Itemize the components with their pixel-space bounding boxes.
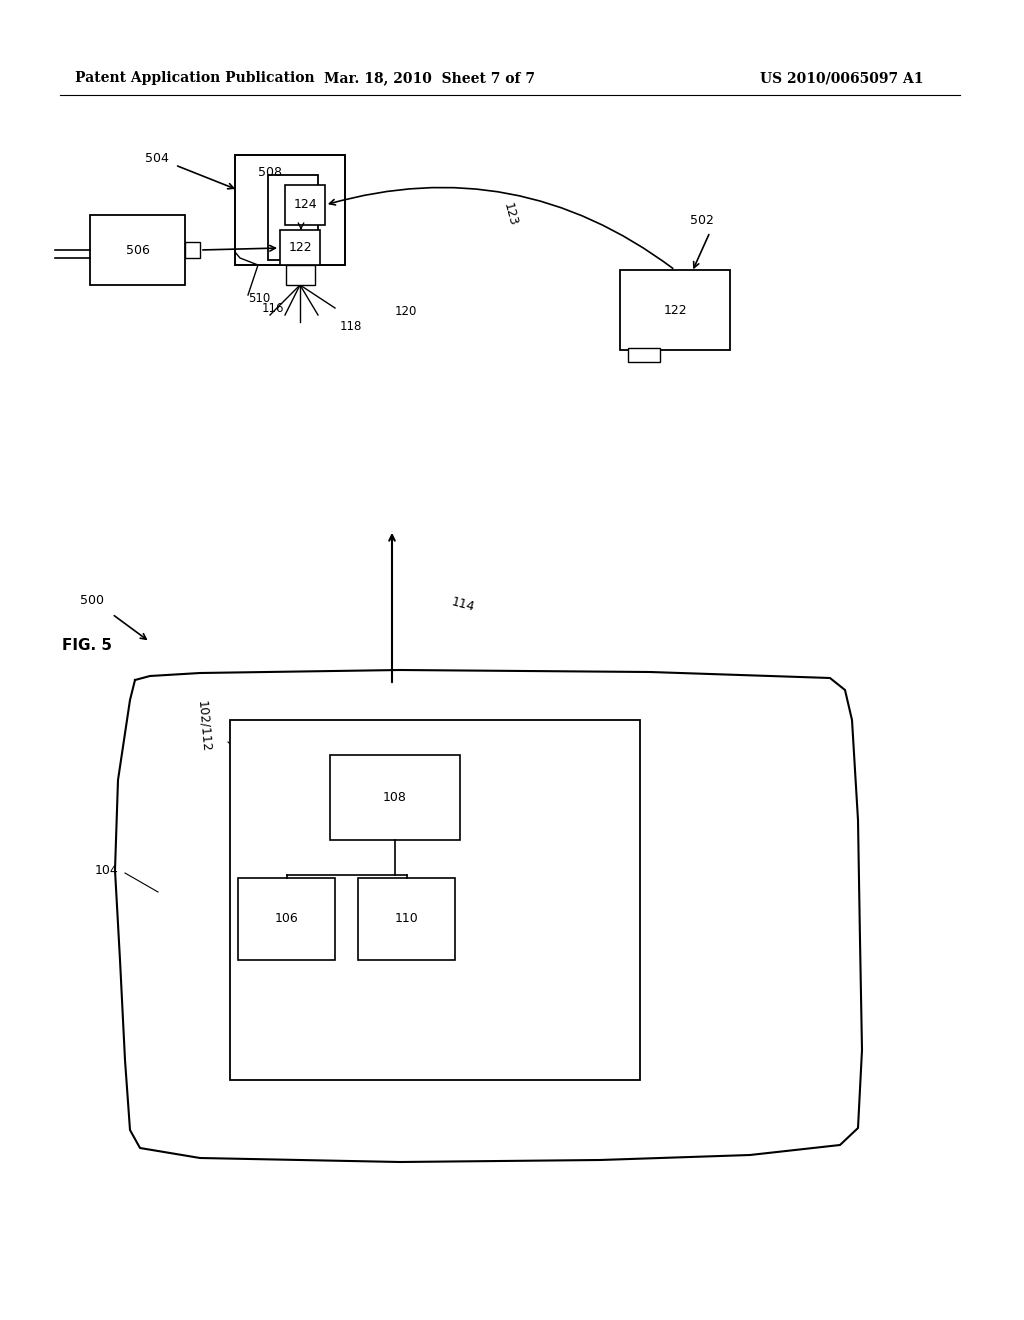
Text: 104: 104 (95, 863, 119, 876)
Bar (280, 230, 319, 265)
Bar (234, 154, 345, 265)
Text: Patent Application Publication: Patent Application Publication (75, 71, 314, 84)
Text: 120: 120 (395, 305, 418, 318)
Text: 123: 123 (501, 202, 519, 228)
Polygon shape (115, 671, 862, 1162)
Bar (238, 878, 335, 960)
Bar (268, 176, 318, 260)
Text: 506: 506 (126, 243, 150, 256)
Text: 122: 122 (288, 242, 312, 253)
Text: 102/112: 102/112 (195, 700, 212, 752)
Bar (620, 271, 730, 350)
Bar (230, 719, 640, 1080)
Text: 502: 502 (690, 214, 714, 227)
Bar (185, 242, 200, 257)
Bar (285, 185, 325, 224)
Text: 114: 114 (450, 595, 476, 614)
Text: 116: 116 (262, 302, 285, 315)
Text: 108: 108 (383, 791, 407, 804)
Bar (358, 878, 455, 960)
Text: FIG. 5: FIG. 5 (62, 638, 112, 652)
Text: 122: 122 (664, 304, 687, 317)
Text: 510: 510 (248, 292, 270, 305)
Text: 508: 508 (258, 165, 282, 178)
Text: 118: 118 (340, 319, 362, 333)
Bar (628, 348, 660, 362)
Bar (286, 265, 315, 285)
Bar (90, 215, 185, 285)
Text: 124: 124 (293, 198, 316, 211)
Text: 106: 106 (274, 912, 298, 925)
Text: 500: 500 (80, 594, 104, 606)
Text: 110: 110 (394, 912, 419, 925)
Text: US 2010/0065097 A1: US 2010/0065097 A1 (760, 71, 924, 84)
Bar (330, 755, 460, 840)
Text: 504: 504 (145, 152, 169, 165)
Text: Mar. 18, 2010  Sheet 7 of 7: Mar. 18, 2010 Sheet 7 of 7 (325, 71, 536, 84)
